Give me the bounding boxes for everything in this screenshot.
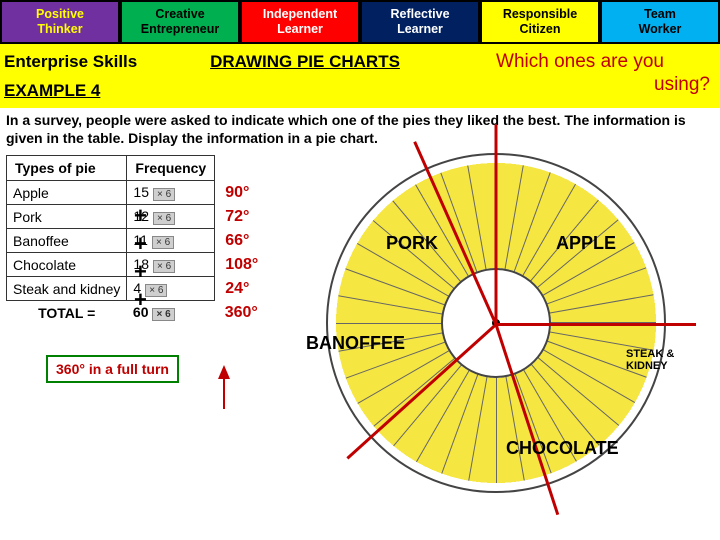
slice-line: [495, 125, 498, 325]
pie-chart: APPLEPORKBANOFFEECHOCOLATESTEAK &KIDNEY: [326, 153, 666, 493]
skill-box-1: CreativeEntrepreneur: [120, 0, 240, 44]
pie-label: APPLE: [556, 233, 616, 254]
th-types: Types of pie: [7, 156, 127, 181]
example-label: EXAMPLE 4: [0, 80, 720, 102]
th-freq: Frequency: [127, 156, 215, 181]
body-text: In a survey, people were asked to indica…: [0, 108, 720, 149]
plus-icon: +: [134, 231, 147, 257]
plus-icon: +: [134, 259, 147, 285]
skill-box-3: ReflectiveLearner: [360, 0, 480, 44]
skill-box-0: PositiveThinker: [0, 0, 120, 44]
which-ones-line1: Which ones are you: [440, 44, 720, 80]
skill-box-5: TeamWorker: [600, 0, 720, 44]
pie-label: CHOCOLATE: [506, 438, 619, 459]
pie-label: STEAK &KIDNEY: [626, 348, 674, 372]
skill-box-2: IndependentLearner: [240, 0, 360, 44]
full-turn-callout: 360° in a full turn: [46, 355, 179, 383]
arrow-line: [223, 379, 225, 409]
slice-line: [496, 323, 696, 326]
skill-box-4: ResponsibleCitizen: [480, 0, 600, 44]
enterprise-skills-label: Enterprise Skills: [0, 44, 170, 80]
table-row: Apple15× 690°: [7, 181, 265, 205]
page-title: DRAWING PIE CHARTS: [170, 44, 440, 80]
plus-icon: +: [134, 203, 147, 229]
pie-label: BANOFFEE: [306, 333, 405, 354]
arrow-up-icon: [218, 365, 230, 379]
plus-icon: +: [134, 287, 147, 313]
pie-label: PORK: [386, 233, 438, 254]
